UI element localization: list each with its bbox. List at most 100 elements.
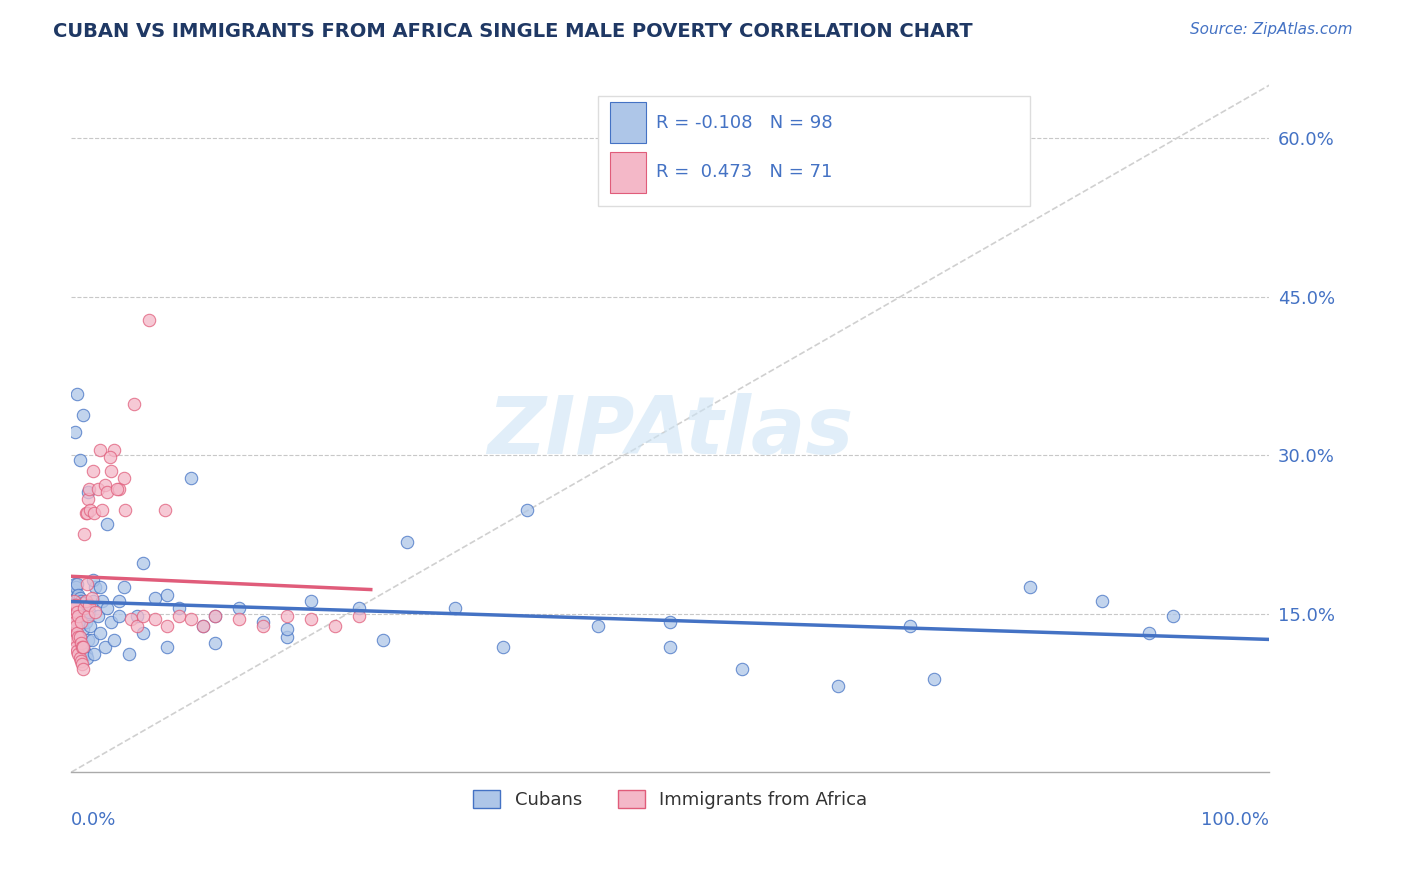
Point [103, 442, 125, 457]
Text: 100.0%: 100.0% [1201, 811, 1270, 829]
Point [252, 619, 274, 633]
Point [69, 617, 91, 632]
Point [1090, 594, 1112, 608]
Point [276, 630, 298, 644]
Point [73, 527, 96, 541]
Point [138, 313, 160, 327]
Point [70, 608, 93, 623]
Point [65, 598, 87, 612]
Point [103, 633, 125, 648]
Point [62, 594, 84, 608]
Point [83, 506, 105, 520]
Point [76, 651, 98, 665]
Point [82, 573, 104, 587]
Point [63, 619, 86, 633]
Text: CUBAN VS IMMIGRANTS FROM AFRICA SINGLE MALE POVERTY CORRELATION CHART: CUBAN VS IMMIGRANTS FROM AFRICA SINGLE M… [53, 22, 973, 41]
Point [395, 534, 418, 549]
Point [79, 503, 101, 517]
Point [66, 577, 89, 591]
Point [62, 583, 84, 598]
FancyBboxPatch shape [599, 96, 1029, 206]
Point [84, 605, 107, 619]
Point [62, 630, 84, 644]
Point [922, 672, 945, 686]
Point [96, 485, 118, 500]
Point [347, 608, 370, 623]
Point [132, 556, 155, 570]
Point [108, 608, 131, 623]
Point [65, 580, 87, 594]
Point [94, 640, 117, 655]
Point [65, 607, 87, 621]
Point [75, 615, 97, 629]
Point [63, 615, 86, 629]
Point [67, 588, 90, 602]
Point [66, 625, 89, 640]
Point [62, 594, 84, 608]
Point [515, 503, 537, 517]
Point [143, 612, 166, 626]
Point [96, 516, 118, 531]
Point [69, 636, 91, 650]
Point [89, 625, 111, 640]
Point [65, 623, 87, 637]
Point [63, 596, 86, 610]
Point [96, 601, 118, 615]
Point [69, 651, 91, 665]
Point [731, 662, 754, 676]
Point [276, 623, 298, 637]
Point [65, 619, 87, 633]
Point [79, 619, 101, 633]
Point [76, 608, 98, 623]
Point [72, 662, 94, 676]
Point [228, 612, 250, 626]
Point [180, 471, 202, 485]
Point [75, 594, 97, 608]
FancyBboxPatch shape [610, 152, 647, 193]
Point [276, 608, 298, 623]
Point [491, 640, 513, 655]
Point [73, 612, 96, 626]
Point [69, 594, 91, 608]
Point [62, 612, 84, 626]
Point [94, 477, 117, 491]
Point [62, 605, 84, 619]
Point [153, 503, 176, 517]
Point [72, 596, 94, 610]
Point [228, 601, 250, 615]
Point [69, 615, 91, 629]
Point [82, 594, 104, 608]
Point [204, 608, 226, 623]
Point [83, 647, 105, 661]
Point [62, 612, 84, 626]
Point [1018, 580, 1040, 594]
Point [62, 601, 84, 615]
Point [77, 608, 100, 623]
Text: ZIPAtlas: ZIPAtlas [486, 393, 853, 471]
Point [98, 450, 121, 465]
Point [347, 601, 370, 615]
Point [62, 605, 84, 619]
Text: Source: ZipAtlas.com: Source: ZipAtlas.com [1189, 22, 1353, 37]
Point [1139, 625, 1161, 640]
Point [82, 464, 104, 478]
Point [77, 605, 100, 619]
Legend: Cubans, Immigrants from Africa: Cubans, Immigrants from Africa [465, 782, 875, 816]
Point [62, 617, 84, 632]
Text: R =  0.473   N = 71: R = 0.473 N = 71 [655, 163, 832, 181]
Point [70, 636, 93, 650]
Point [77, 492, 100, 507]
Point [167, 601, 190, 615]
Point [72, 408, 94, 422]
Point [191, 619, 214, 633]
Point [156, 640, 179, 655]
Point [120, 612, 142, 626]
Point [122, 397, 145, 411]
Point [588, 619, 610, 633]
Point [70, 640, 93, 655]
Point [63, 577, 86, 591]
Point [70, 657, 93, 672]
Point [62, 591, 84, 605]
Point [69, 633, 91, 648]
Point [108, 482, 131, 496]
